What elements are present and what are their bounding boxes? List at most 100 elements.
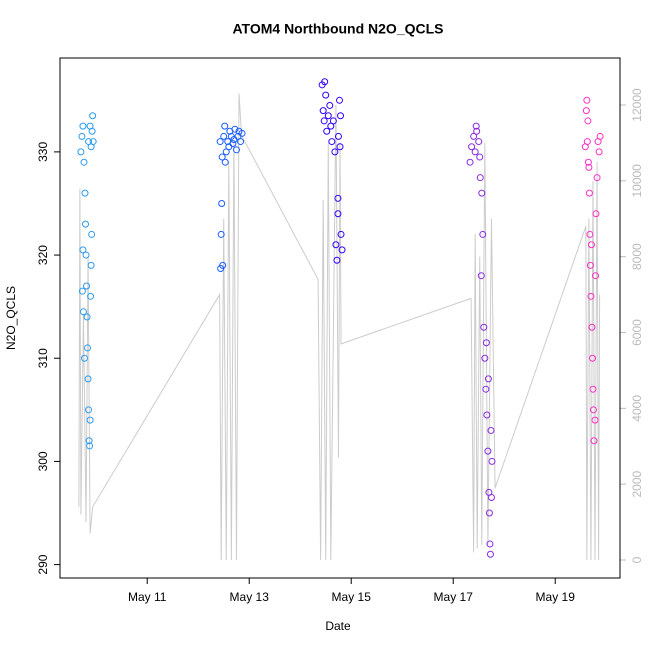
data-point	[471, 148, 479, 156]
data-point	[476, 153, 484, 161]
data-point	[328, 138, 336, 146]
data-point	[217, 230, 225, 238]
data-point	[323, 127, 331, 135]
data-point	[88, 230, 96, 238]
data-point	[468, 143, 476, 151]
data-point	[87, 143, 95, 151]
x-tick-label: May 15	[332, 590, 372, 604]
data-point	[83, 313, 91, 321]
data-point	[472, 122, 480, 130]
data-point	[82, 220, 90, 228]
x-axis-label: Date	[325, 619, 351, 633]
data-point	[582, 107, 590, 115]
data-point	[82, 251, 90, 259]
y2-tick-label: 12000	[630, 88, 644, 122]
y-tick-label: 310	[36, 348, 50, 368]
data-point	[83, 282, 91, 290]
data-point	[585, 163, 593, 171]
data-point	[473, 127, 481, 135]
data-point	[218, 199, 226, 207]
y-tick-label: 330	[36, 142, 50, 162]
y2-tick-label: 4000	[630, 395, 644, 422]
data-point	[586, 230, 594, 238]
data-point	[583, 96, 591, 104]
y2-tick-label: 10000	[630, 164, 644, 198]
data-point	[218, 153, 226, 161]
data-point	[217, 264, 225, 272]
data-point	[587, 241, 595, 249]
data-point	[329, 117, 337, 125]
data-point	[475, 138, 483, 146]
data-point	[334, 132, 342, 140]
data-point	[590, 437, 598, 445]
data-point	[482, 339, 490, 347]
data-point	[483, 411, 491, 419]
data-point	[334, 210, 342, 218]
data-point	[84, 344, 92, 352]
data-point	[487, 426, 495, 434]
data-point	[479, 230, 487, 238]
x-tick-label: May 19	[536, 590, 576, 604]
data-point	[486, 540, 494, 548]
data-point	[324, 112, 332, 120]
data-point	[232, 146, 240, 154]
data-point	[480, 323, 488, 331]
data-point	[584, 158, 592, 166]
data-point	[585, 189, 593, 197]
data-point	[87, 261, 95, 269]
data-point	[81, 189, 89, 197]
data-point	[584, 117, 592, 125]
data-point	[588, 323, 596, 331]
data-point	[331, 148, 339, 156]
data-point	[486, 550, 494, 558]
data-point	[238, 129, 246, 137]
data-point	[596, 132, 604, 140]
data-point	[484, 375, 492, 383]
data-point	[337, 112, 345, 120]
x-tick-label: May 13	[230, 590, 270, 604]
data-point	[86, 122, 94, 130]
y2-tick-label: 0	[630, 556, 644, 563]
y-tick-label: 300	[36, 451, 50, 471]
data-point	[78, 132, 86, 140]
data-point	[332, 241, 340, 249]
data-point	[481, 354, 489, 362]
data-point	[337, 230, 345, 238]
data-point	[216, 138, 224, 146]
chart-title: ATOM4 Northbound N2O_QCLS	[232, 21, 443, 37]
data-point	[326, 101, 334, 109]
data-point	[593, 174, 601, 182]
data-point	[587, 292, 595, 300]
data-point	[335, 96, 343, 104]
data-point	[85, 437, 93, 445]
data-point	[85, 406, 93, 414]
data-point	[591, 416, 599, 424]
data-point	[470, 132, 478, 140]
data-point	[77, 148, 85, 156]
data-point	[592, 210, 600, 218]
data-point	[333, 256, 341, 264]
y-axis-label: N2O_QCLS	[4, 286, 18, 350]
data-point	[478, 189, 486, 197]
data-point	[320, 117, 328, 125]
data-point	[79, 246, 87, 254]
data-point	[466, 158, 474, 166]
data-point	[334, 194, 342, 202]
data-point	[220, 132, 228, 140]
data-point	[87, 292, 95, 300]
data-point	[86, 416, 94, 424]
data-point	[484, 447, 492, 455]
data-point	[488, 457, 496, 465]
y2-tick-label: 6000	[630, 319, 644, 346]
data-point	[589, 385, 597, 393]
data-point	[231, 125, 239, 133]
plot-frame	[59, 57, 621, 579]
data-point	[221, 158, 229, 166]
y-tick-label: 290	[36, 554, 50, 574]
data-point	[589, 406, 597, 414]
data-point	[319, 107, 327, 115]
data-point	[221, 122, 229, 130]
data-point	[477, 272, 485, 280]
